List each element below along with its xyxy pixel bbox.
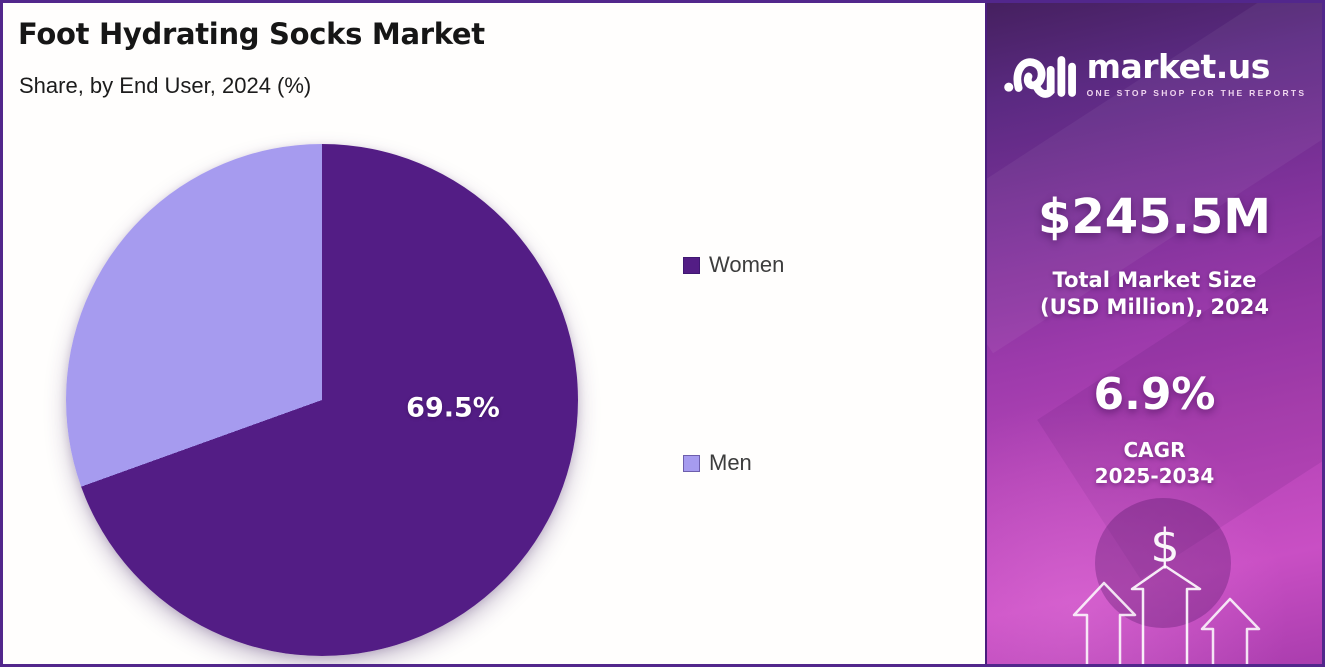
pie-slice-label-women: 69.5%: [406, 392, 500, 424]
chart-subtitle: Share, by End User, 2024 (%): [19, 73, 312, 98]
cagr-label: CAGR 2025-2034: [987, 437, 1322, 489]
market-size-label: Total Market Size (USD Million), 2024: [987, 267, 1322, 322]
up-arrow-icon: [1200, 597, 1261, 664]
brand-name: market.us: [1086, 47, 1271, 86]
market-size-value: $245.5M: [1038, 189, 1271, 245]
brand-sidebar: market.us ONE STOP SHOP FOR THE REPORTS …: [985, 3, 1322, 664]
dollar-icon: $: [1150, 519, 1179, 573]
marketus-logo-icon: [1003, 56, 1076, 98]
pie-chart[interactable]: 69.5%: [66, 144, 578, 656]
brand-logo[interactable]: market.us ONE STOP SHOP FOR THE REPORTS: [987, 43, 1322, 105]
brand-tagline: ONE STOP SHOP FOR THE REPORTS: [1086, 88, 1307, 98]
legend-swatch-men: [683, 454, 700, 472]
cagr-value: 6.9%: [1093, 369, 1216, 420]
legend-label-women: Women: [709, 252, 785, 277]
cagr-label-line2: 2025-2034: [1094, 464, 1215, 488]
up-arrow-icon: [1072, 581, 1137, 664]
growth-arrows-graphic: $: [1072, 519, 1261, 664]
page-title: Foot Hydrating Socks Market: [18, 17, 485, 51]
chart-panel: Foot Hydrating Socks Market Share, by En…: [3, 3, 988, 664]
up-arrow-icon: [1130, 564, 1202, 664]
legend-item-women[interactable]: Women: [683, 252, 784, 278]
legend-label-men: Men: [709, 450, 752, 475]
cagr-label-line1: CAGR: [1123, 438, 1186, 462]
market-size-label-line2: (USD Million), 2024: [1040, 295, 1269, 320]
market-size-label-line1: Total Market Size: [1052, 268, 1257, 292]
legend-swatch-women: [683, 256, 700, 274]
legend-item-men[interactable]: Men: [683, 450, 752, 476]
